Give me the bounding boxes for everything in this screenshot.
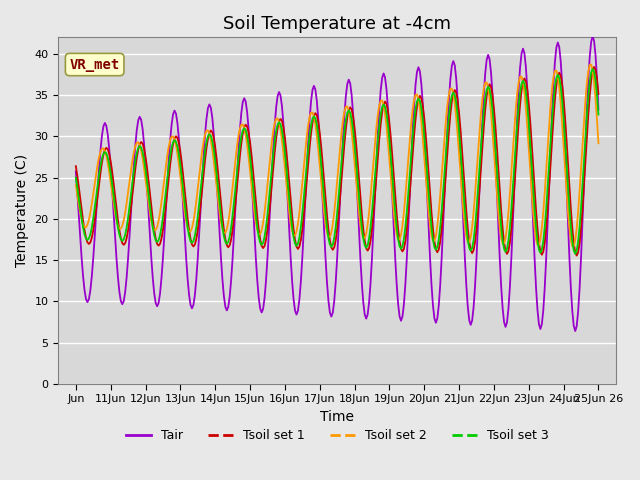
Y-axis label: Temperature (C): Temperature (C) (15, 154, 29, 267)
Text: VR_met: VR_met (70, 58, 120, 72)
Title: Soil Temperature at -4cm: Soil Temperature at -4cm (223, 15, 451, 33)
Legend: Tair, Tsoil set 1, Tsoil set 2, Tsoil set 3: Tair, Tsoil set 1, Tsoil set 2, Tsoil se… (121, 424, 553, 447)
X-axis label: Time: Time (320, 410, 354, 424)
